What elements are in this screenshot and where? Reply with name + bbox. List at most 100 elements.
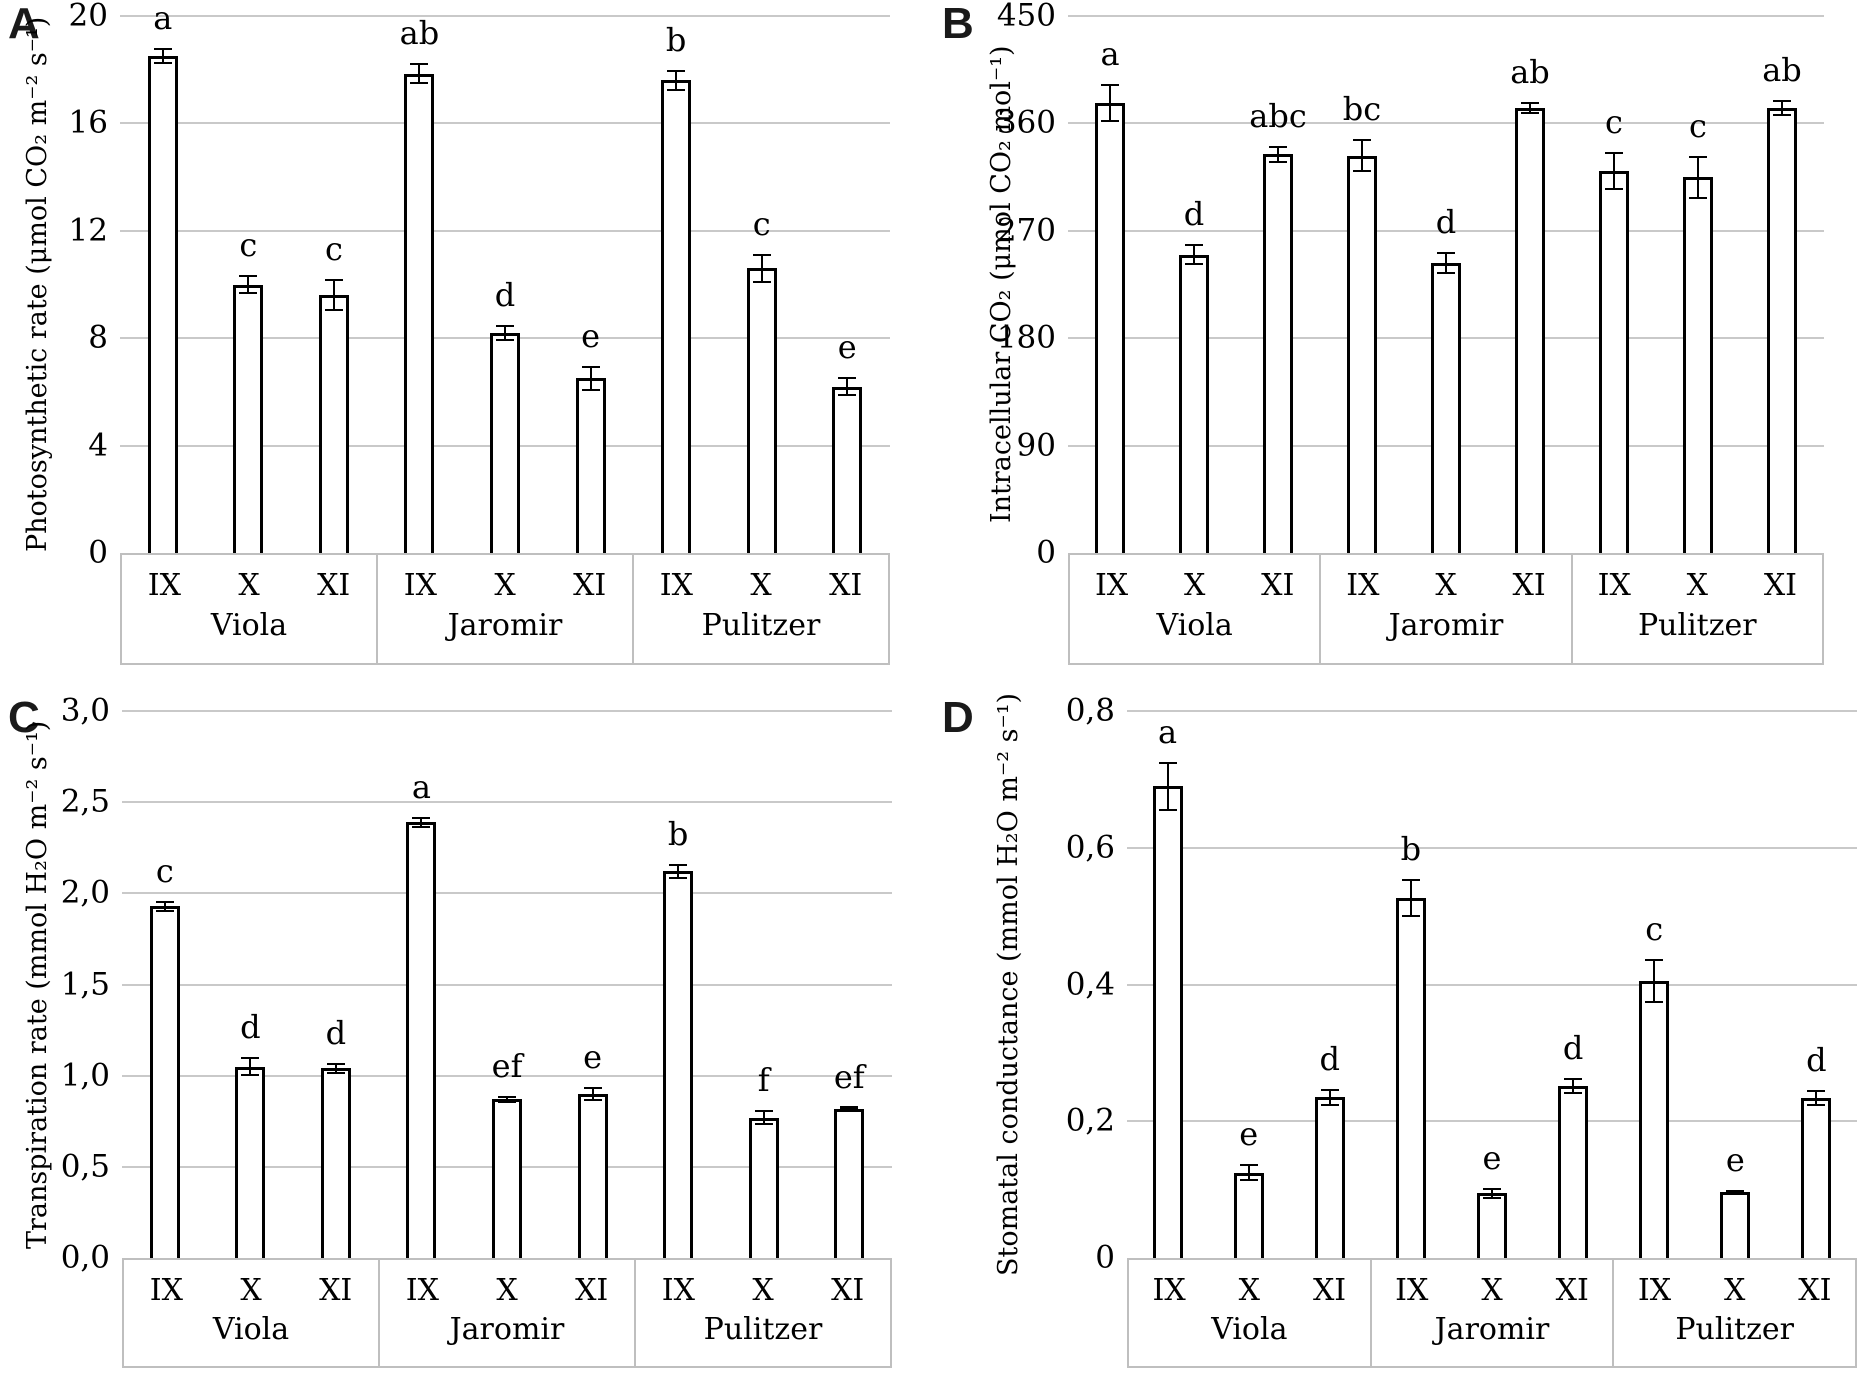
category-cell-viola: IX X XI Viola xyxy=(1070,555,1322,663)
bar-slot-viola-ix: c xyxy=(122,711,208,1258)
significance-letter: d xyxy=(1806,1040,1827,1079)
month-label: IX xyxy=(1395,1272,1429,1308)
y-tick-label: 180 xyxy=(996,319,1056,356)
month-label: IX xyxy=(403,568,437,604)
gridline xyxy=(1127,710,1857,712)
bar-group-viola: a c c xyxy=(120,2,377,553)
error-bar xyxy=(754,1110,773,1125)
category-axis: IX X XI Viola IX X XI Jaromir IX X XI Pulitzer xyxy=(1068,553,1824,665)
bar xyxy=(318,295,349,553)
bar xyxy=(1152,786,1183,1258)
error-bar xyxy=(498,1095,517,1104)
category-axis: IX X XI Viola IX X XI Jaromir IX X XI Pulitzer xyxy=(120,553,890,665)
error-bar xyxy=(1689,155,1707,199)
cultivar-label: Viola xyxy=(212,1312,290,1348)
error-bar xyxy=(838,377,857,396)
gridline xyxy=(122,892,892,895)
significance-letter: d xyxy=(325,1013,347,1052)
bar-group-pulitzer: c c ab xyxy=(1572,16,1824,553)
error-bar xyxy=(1353,138,1371,173)
significance-letter: d xyxy=(494,275,516,314)
error-bar xyxy=(1645,959,1664,1003)
bar xyxy=(1720,1192,1751,1258)
y-axis-ticks: 0,0 0,5 1,0 1,5 2,0 2,5 3,0 xyxy=(0,695,110,1273)
month-label: XI xyxy=(1261,568,1295,604)
significance-letter: ab xyxy=(399,14,440,52)
bar xyxy=(1639,981,1670,1258)
cultivar-label: Viola xyxy=(1156,608,1233,644)
y-tick-label: 2,0 xyxy=(60,874,110,911)
bar-slot-jaromir-ix: b xyxy=(1370,711,1451,1258)
month-label: IX xyxy=(659,568,693,604)
significance-letter: d xyxy=(1183,194,1205,233)
category-cell-jaromir: IX X XI Jaromir xyxy=(380,1260,636,1366)
bar xyxy=(1233,1172,1264,1258)
error-bar xyxy=(410,63,429,85)
significance-letter: c xyxy=(1605,103,1623,142)
error-bar xyxy=(153,48,172,65)
bar-slot-pulitzer-ix: b xyxy=(635,711,721,1258)
cultivar-label: Jaromir xyxy=(1434,1312,1550,1348)
bar xyxy=(575,378,606,553)
category-cell-pulitzer: IX X XI Pulitzer xyxy=(636,1260,890,1366)
month-label: XI xyxy=(1312,1272,1347,1308)
bar-slot-pulitzer-xi: ef xyxy=(806,711,892,1258)
significance-letter: c xyxy=(752,204,771,243)
bar-group-pulitzer: b f ef xyxy=(635,711,892,1258)
gridline xyxy=(122,983,892,986)
y-tick-label: 0,6 xyxy=(1065,829,1115,866)
plot-area: a e d b e d c e d xyxy=(1127,710,1857,1258)
panel-d-stomatal-conductance: D Stomatal conductance (mmol H₂O m⁻² s⁻¹… xyxy=(930,680,1871,1385)
gridline xyxy=(122,801,892,804)
significance-letter: e xyxy=(1239,1115,1259,1154)
error-bar xyxy=(496,324,515,341)
bar xyxy=(1395,897,1426,1258)
significance-letter: c xyxy=(1645,910,1664,949)
y-tick-label: 0,4 xyxy=(1065,966,1115,1002)
error-bar xyxy=(1564,1077,1583,1094)
bar xyxy=(748,1117,779,1258)
bar xyxy=(746,268,777,553)
error-bar xyxy=(581,366,600,391)
y-tick-label: 0 xyxy=(1095,1239,1115,1276)
plot-area: a d abc bc d ab c c ab xyxy=(1068,15,1824,553)
month-label: XI xyxy=(1763,568,1798,604)
month-label: XI xyxy=(1555,1272,1589,1308)
significance-letter: e xyxy=(1482,1138,1502,1177)
significance-letter: c xyxy=(239,226,258,265)
error-bar xyxy=(667,69,686,92)
bar-slot-jaromir-x: d xyxy=(462,16,548,553)
y-tick-label: 450 xyxy=(996,0,1056,34)
bar-groups: a e d b e d c e d xyxy=(1127,711,1857,1258)
month-label: IX xyxy=(149,1272,183,1308)
significance-letter: b xyxy=(1400,829,1422,868)
bar xyxy=(1683,177,1713,553)
bar-slot-pulitzer-ix: b xyxy=(633,16,719,553)
month-label: X xyxy=(750,568,772,604)
month-label: X xyxy=(496,1272,518,1308)
month-labels-row: IX X XI xyxy=(636,1260,890,1313)
y-tick-label: 3,0 xyxy=(60,692,110,729)
bar xyxy=(404,73,435,553)
bar-slot-pulitzer-xi: e xyxy=(804,16,890,553)
bar-slot-jaromir-x: d xyxy=(1404,16,1488,553)
category-axis: IX X XI Viola IX X XI Jaromir IX X XI Pulitzer xyxy=(122,1258,892,1368)
bar xyxy=(1476,1193,1507,1258)
bar-slot-viola-ix: a xyxy=(120,2,206,553)
gridline xyxy=(1127,846,1857,849)
y-tick-label: 16 xyxy=(68,104,108,141)
month-label: X xyxy=(1435,568,1457,604)
bar-slot-viola-xi: d xyxy=(293,711,379,1258)
error-bar xyxy=(1605,152,1623,191)
month-labels-row: IX X XI xyxy=(1614,1260,1855,1313)
cultivar-label: Pulitzer xyxy=(703,1312,823,1348)
bar-groups: a d abc bc d ab c c ab xyxy=(1068,16,1824,553)
bar-slot-pulitzer-x: c xyxy=(1656,16,1740,553)
bar-slot-pulitzer-ix: c xyxy=(1572,16,1656,553)
significance-letter: a xyxy=(411,767,431,806)
month-labels-row: IX X XI xyxy=(1129,1260,1370,1313)
plot-area: c d d a ef e b f ef xyxy=(122,710,892,1258)
bar-slot-pulitzer-xi: ab xyxy=(1740,16,1824,553)
bar xyxy=(406,822,437,1258)
y-tick-label: 20 xyxy=(68,0,108,34)
